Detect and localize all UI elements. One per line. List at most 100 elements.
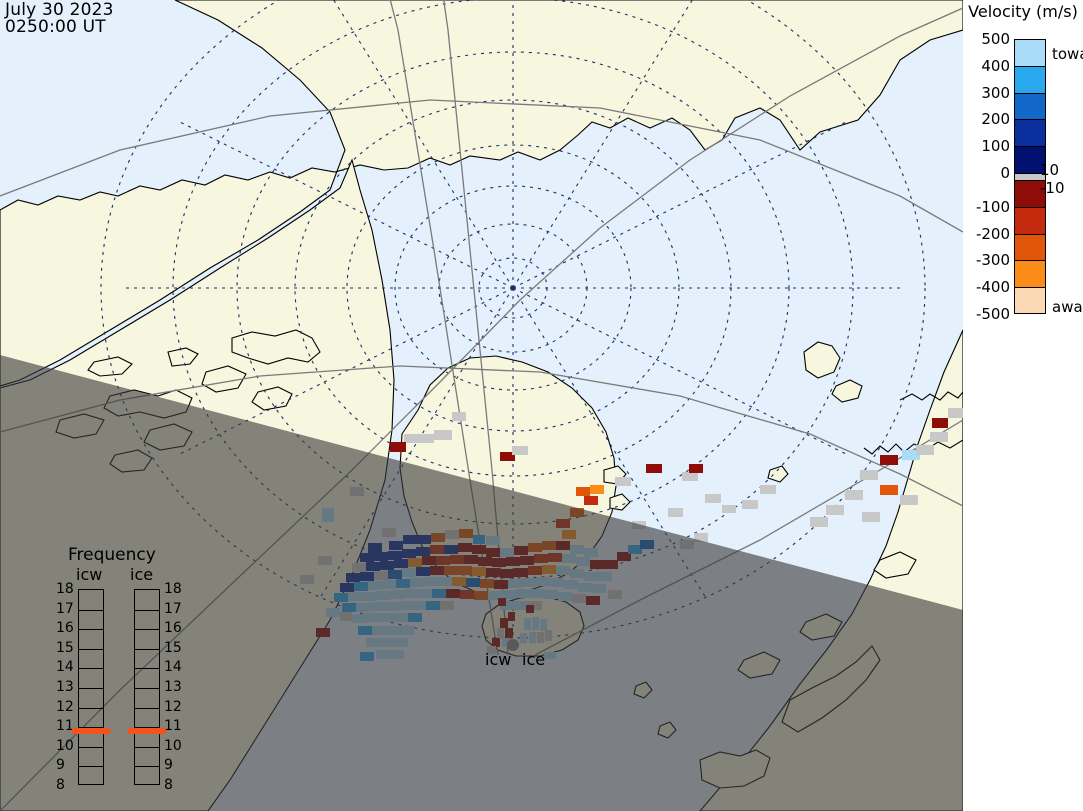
frequency-tick-label: 9: [164, 757, 173, 774]
velocity-cell: [668, 508, 683, 517]
svalbard: [803, 341, 841, 379]
velocity-cell: [615, 477, 631, 486]
colorbar-divider: [1015, 260, 1045, 262]
scandinavia-coast-detail: [863, 391, 963, 455]
colorbar-title: Velocity (m/s): [968, 2, 1078, 21]
frequency-tick: [79, 668, 103, 670]
velocity-colorbar[interactable]: [1014, 39, 1046, 314]
frequency-bar-icw: [78, 589, 104, 785]
colorbar-away-label: away: [1052, 298, 1083, 316]
velocity-cell: [404, 434, 420, 443]
frequency-tick-label: 17: [164, 600, 182, 617]
frequency-tick: [79, 766, 103, 768]
frequency-tick-label: 9: [56, 757, 65, 774]
map-panel[interactable]: July 30 2023 0250:00 UT icw ice Frequenc…: [0, 0, 963, 811]
meridian-300: [179, 121, 514, 289]
colorbar-segment-toward: [1015, 93, 1045, 121]
velocity-cell: [646, 464, 662, 473]
velocity-cell: [390, 442, 406, 452]
colorbar-minus-ten-label: -10: [1040, 179, 1065, 197]
frequency-tick: [135, 707, 159, 709]
velocity-cell: [948, 408, 963, 418]
colorbar-segment-away: [1015, 234, 1045, 262]
meridian-30: [512, 0, 693, 289]
velocity-cell: [420, 434, 434, 443]
colorbar-divider: [1015, 146, 1045, 148]
velocity-cell: [900, 495, 918, 505]
timestamp-label: July 30 2023 0250:00 UT: [5, 0, 114, 37]
jan-mayen: [767, 465, 789, 483]
velocity-cell: [880, 455, 898, 465]
frequency-tick: [79, 688, 103, 689]
colorbar-tick-label: 200: [981, 110, 1010, 129]
frequency-tick-label: 14: [164, 659, 182, 676]
colorbar-divider: [1015, 92, 1045, 94]
velocity-cell: [845, 490, 863, 500]
colorbar-segment-zero: [1015, 173, 1045, 181]
frequency-tick-label: 11: [56, 718, 74, 735]
lat-circle-65: [346, 144, 680, 432]
colorbar-divider: [1015, 287, 1045, 289]
velocity-cell: [932, 418, 948, 428]
velocity-cell: [500, 452, 515, 461]
meridian-60: [512, 121, 847, 289]
frequency-bar-ice: [134, 589, 160, 785]
arctic-island-f: [251, 386, 293, 411]
frequency-tick: [79, 648, 103, 650]
velocity-cell: [930, 432, 948, 442]
meridian-120: [512, 287, 847, 455]
greenland-islet-2: [609, 493, 631, 511]
frequency-tick-label: 18: [164, 581, 182, 597]
meridian-330: [333, 0, 514, 289]
frequency-tick: [135, 766, 159, 768]
colorbar-tick-label: -400: [975, 278, 1010, 297]
frequency-tick-label: 8: [56, 777, 65, 793]
velocity-cell: [760, 485, 776, 494]
frequency-tick-label: 13: [164, 679, 182, 695]
frequency-tick: [79, 707, 103, 709]
frequency-tick-label: 16: [164, 620, 182, 637]
frequency-tick-label: 17: [56, 600, 74, 617]
frequency-tick: [135, 648, 159, 650]
velocity-cell: [705, 494, 721, 503]
frequency-tick: [79, 629, 103, 631]
velocity-cell: [694, 533, 708, 542]
frequency-tick-label: 15: [164, 639, 182, 656]
colorbar-divider: [1015, 206, 1045, 208]
colorbar-tick-label: 400: [981, 56, 1010, 75]
colorbar-segment-toward: [1015, 66, 1045, 94]
colorbar-divider: [1015, 173, 1045, 174]
frequency-column-label-ice: ice: [130, 565, 154, 584]
colorbar-segment-away: [1015, 288, 1045, 313]
frequency-tick: [79, 727, 103, 729]
arctic-island-e: [201, 365, 247, 393]
colorbar-segment-away: [1015, 180, 1045, 208]
frequency-tick: [135, 727, 159, 729]
colorbar-tick-label: 300: [981, 83, 1010, 102]
velocity-cell: [902, 450, 920, 460]
colorbar-divider: [1015, 233, 1045, 235]
velocity-cell: [434, 430, 452, 440]
frequency-tick: [135, 609, 159, 611]
colorbar-divider: [1015, 119, 1045, 121]
colorbar-segment-toward: [1015, 40, 1045, 67]
velocity-cell: [742, 500, 758, 509]
velocity-cell: [826, 505, 844, 515]
colorbar-divider: [1015, 180, 1045, 181]
terminator-night-shading: [0, 355, 963, 811]
frequency-tick-label: 15: [56, 639, 74, 656]
frequency-tick-label: 12: [164, 698, 182, 715]
velocity-cell: [576, 487, 590, 496]
frequency-tick-label: 8: [164, 777, 173, 793]
frequency-legend-title: Frequency: [68, 545, 156, 565]
frequency-tick-label: 14: [56, 659, 74, 676]
velocity-cell: [512, 446, 528, 455]
frequency-marker-ice: [128, 728, 166, 735]
station-label-ice: ice: [522, 650, 546, 669]
frequency-column-label-icw: icw: [76, 565, 103, 584]
frequency-tick: [135, 629, 159, 631]
velocity-cell: [810, 517, 828, 527]
colorbar-tick-label: -200: [975, 224, 1010, 243]
frequency-tick: [135, 668, 159, 670]
